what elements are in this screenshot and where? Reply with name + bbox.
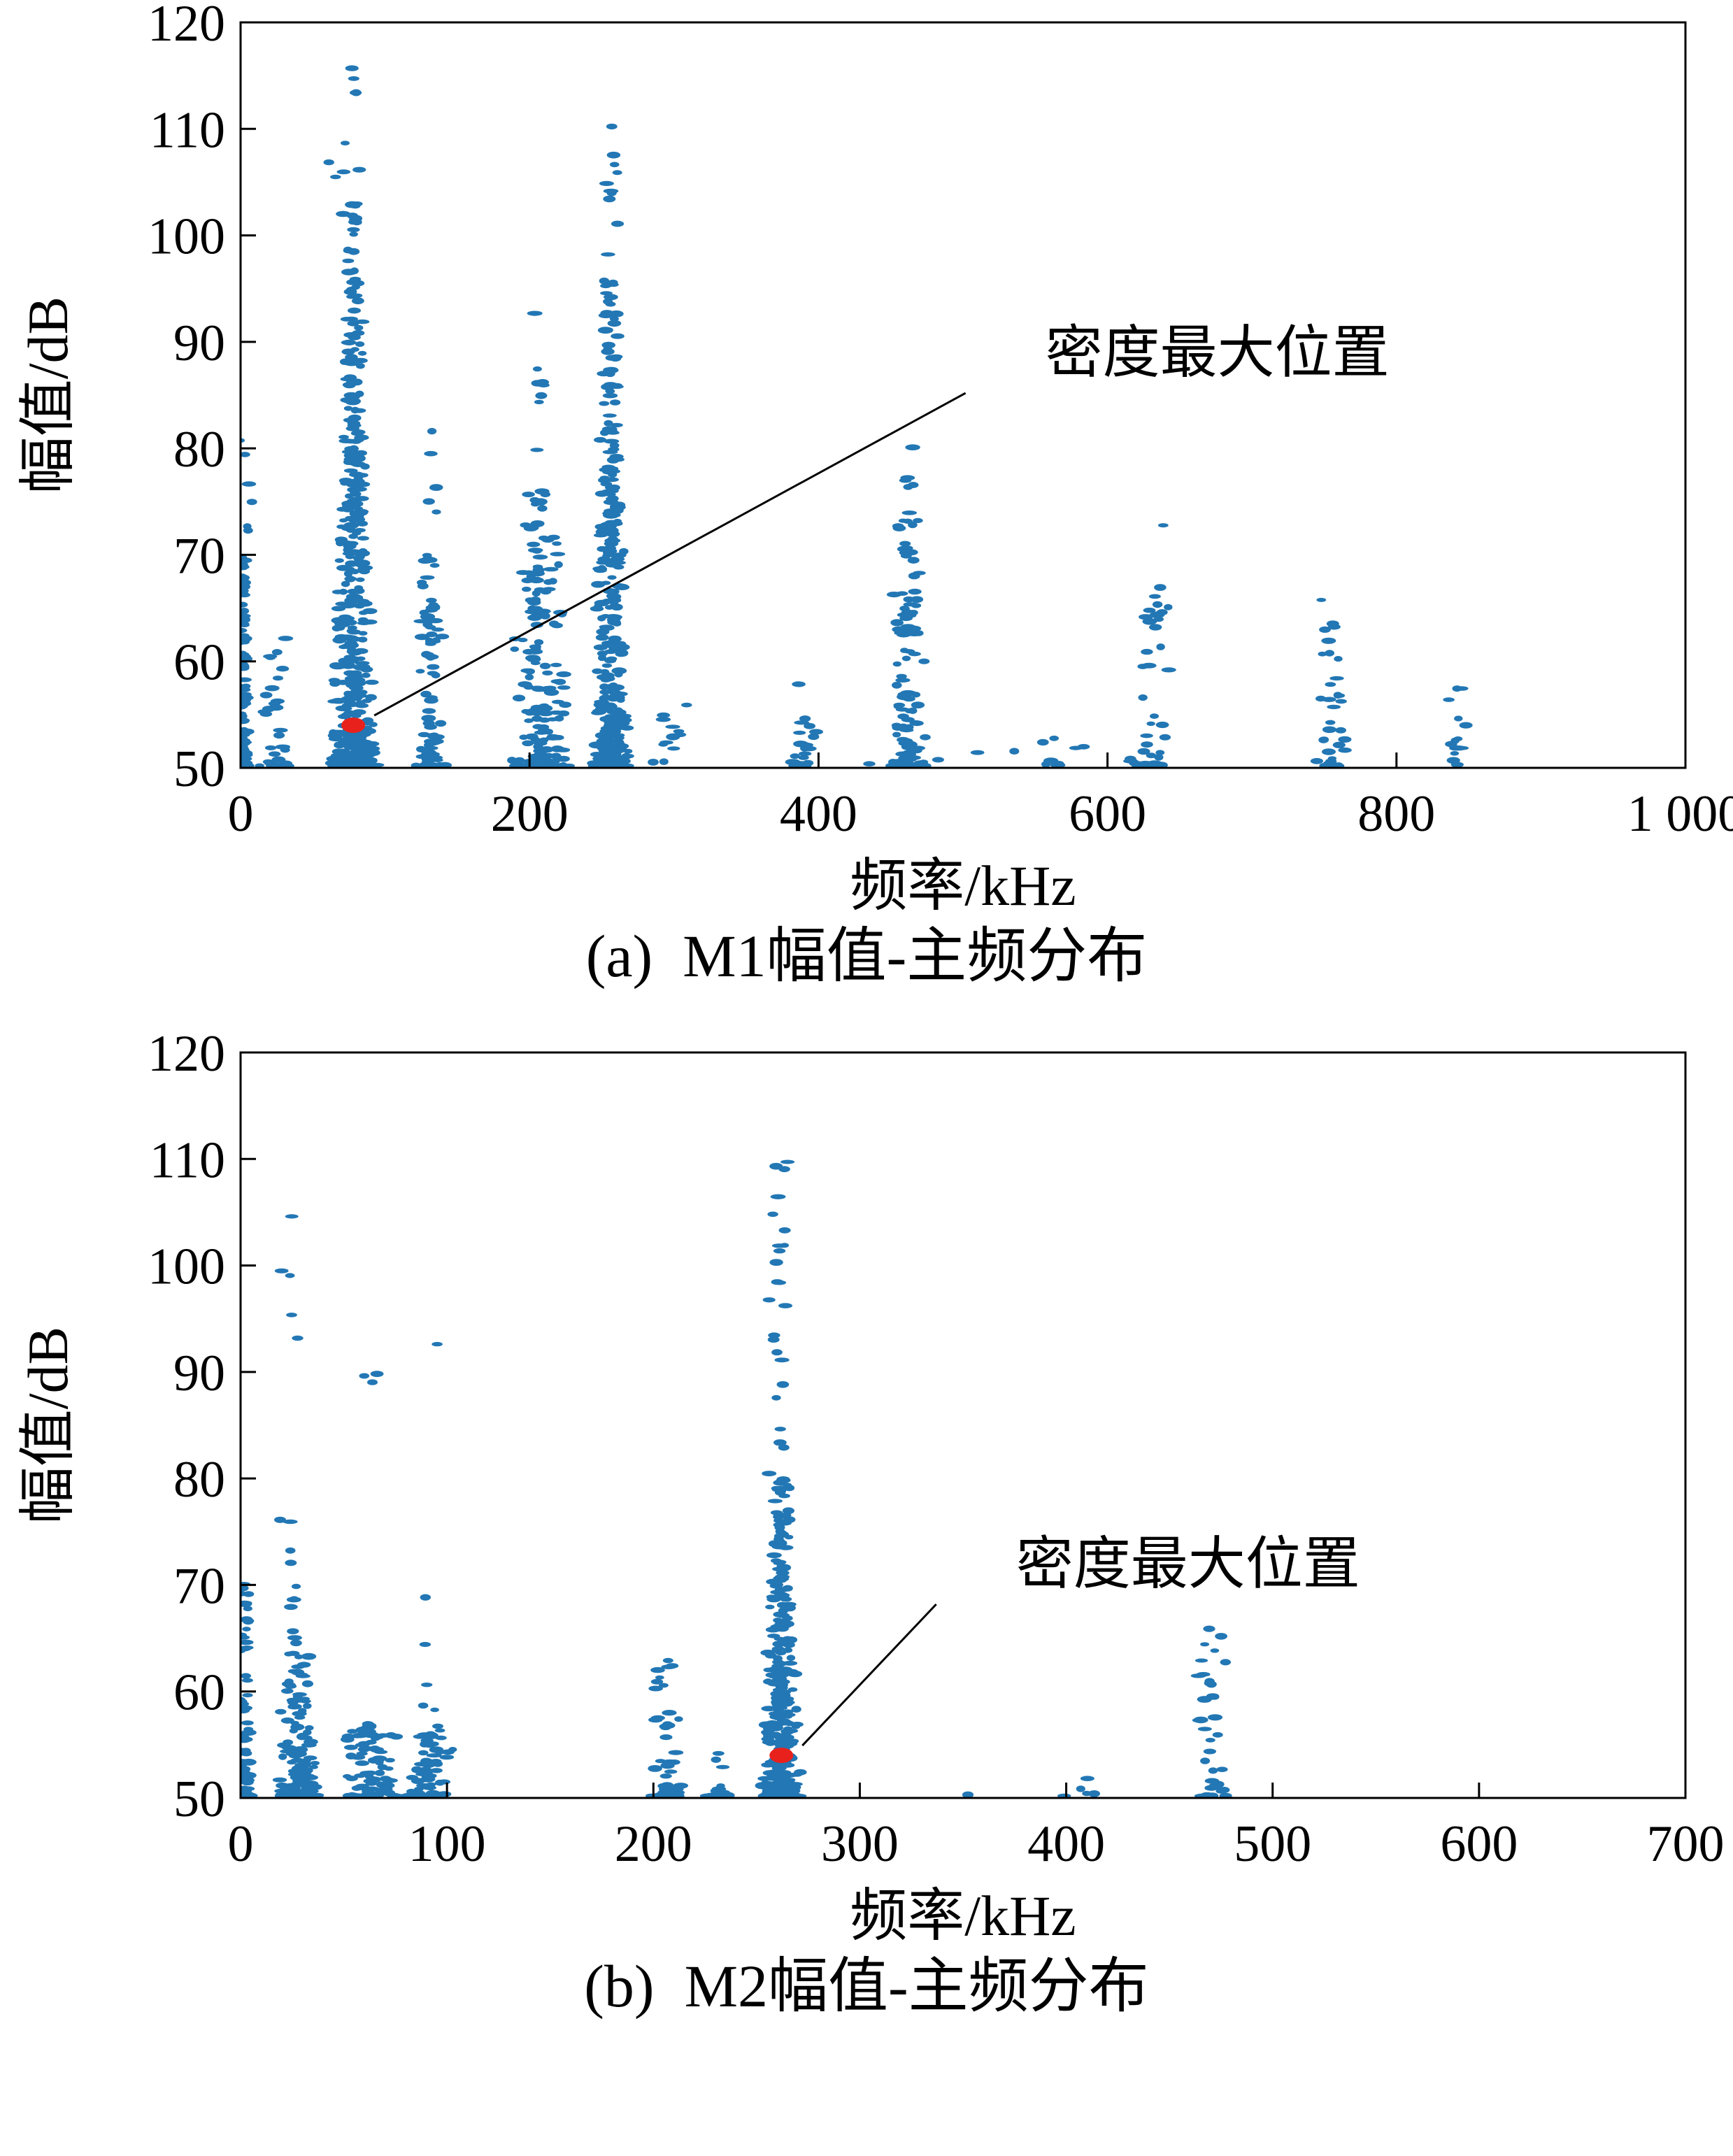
annotation-line [801, 1603, 937, 1746]
scatter-chart-m2: 0 100 200 300 400 500 600 700 50 60 70 80 90 100 110 12… [16, 1034, 1725, 1948]
chart-a-caption: (a) M1幅值-主频分布 [585, 922, 1148, 990]
axes-box [239, 1051, 1687, 1799]
svg-text:120: 120 [148, 1034, 225, 1083]
svg-text:70: 70 [173, 1557, 225, 1615]
svg-text:50: 50 [173, 741, 225, 798]
annotation-label: 密度最大位置 [1046, 321, 1390, 385]
axes-box [239, 21, 1687, 769]
x-axis-label: 频率/kHz [850, 1884, 1076, 1948]
svg-text:700: 700 [1647, 1815, 1725, 1873]
scatter-chart-m1: 0 200 400 600 800 1 000 50 60 70 80 90 100 110 120 频率/… [16, 4, 1733, 918]
annotation-line [373, 392, 967, 717]
svg-text:110: 110 [150, 1131, 225, 1189]
svg-text:100: 100 [408, 1815, 486, 1873]
svg-text:60: 60 [173, 1664, 225, 1721]
chart-b-block: 0 100 200 300 400 500 600 700 50 60 70 80 90 100 110 12… [0, 1034, 1733, 2064]
svg-text:120: 120 [148, 4, 225, 52]
svg-text:0: 0 [228, 785, 254, 843]
y-axis-label: 幅值/dB [16, 297, 80, 494]
x-axis-label: 频率/kHz [850, 854, 1076, 918]
svg-text:400: 400 [780, 785, 857, 843]
svg-text:110: 110 [150, 101, 225, 159]
svg-text:90: 90 [173, 315, 225, 372]
svg-text:600: 600 [1069, 785, 1146, 843]
scatter-points [241, 1159, 1232, 1798]
svg-text:100: 100 [148, 208, 225, 266]
max-density-point [769, 1747, 794, 1763]
svg-text:50: 50 [173, 1771, 225, 1828]
chart-a-block: 0 200 400 600 800 1 000 50 60 70 80 90 100 110 120 频率/… [0, 4, 1733, 1034]
svg-text:600: 600 [1440, 1815, 1518, 1873]
svg-text:200: 200 [491, 785, 569, 843]
svg-text:1 000: 1 000 [1627, 785, 1733, 843]
svg-text:800: 800 [1357, 785, 1435, 843]
max-density-point [341, 718, 366, 734]
svg-text:70: 70 [173, 527, 225, 585]
annotation-label: 密度最大位置 [1016, 1532, 1360, 1596]
svg-text:200: 200 [615, 1815, 692, 1873]
chart-b-caption: (b) M2幅值-主频分布 [584, 1952, 1149, 2020]
tick-labels: 0 100 200 300 400 500 600 700 50 60 70 80 90 100 110 12… [148, 1034, 1725, 1873]
scatter-points [241, 65, 1473, 768]
tick-labels: 0 200 400 600 800 1 000 50 60 70 80 90 100 110 120 [148, 4, 1733, 843]
svg-text:90: 90 [173, 1344, 225, 1401]
svg-text:300: 300 [821, 1815, 899, 1873]
svg-text:100: 100 [148, 1238, 225, 1295]
svg-text:0: 0 [228, 1815, 254, 1873]
svg-text:60: 60 [173, 634, 225, 692]
svg-text:400: 400 [1027, 1815, 1105, 1873]
svg-text:80: 80 [173, 421, 225, 478]
svg-text:500: 500 [1234, 1815, 1311, 1873]
y-axis-label: 幅值/dB [16, 1326, 80, 1523]
svg-text:80: 80 [173, 1451, 225, 1508]
